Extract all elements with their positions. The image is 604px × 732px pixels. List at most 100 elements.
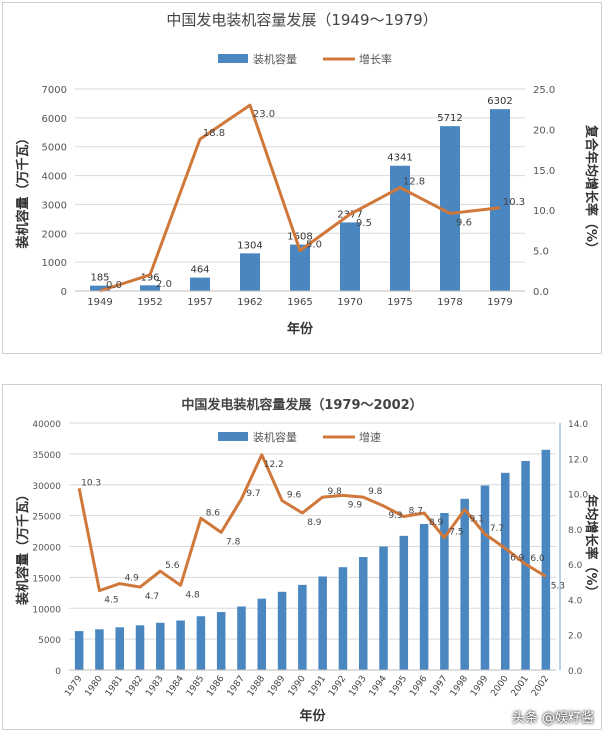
line-value-label: 8.9 bbox=[307, 518, 322, 528]
bar bbox=[390, 165, 410, 291]
x-tick-label: 1975 bbox=[387, 297, 412, 308]
y2-axis-title: 复合年均增长率（%） bbox=[583, 124, 599, 255]
bar bbox=[176, 620, 185, 670]
watermark: 头条 @娱籽酱 bbox=[511, 711, 594, 726]
bar-value-label: 185 bbox=[90, 273, 109, 284]
bar bbox=[490, 109, 510, 291]
legend-bar-swatch bbox=[218, 54, 248, 63]
x-tick-label: 1978 bbox=[437, 297, 462, 308]
growth-line bbox=[77, 453, 547, 593]
legend-bar-label: 装机容量 bbox=[253, 430, 297, 444]
bar bbox=[358, 557, 368, 670]
bar-value-label: 1304 bbox=[237, 240, 262, 251]
line-value-label: 9.3 bbox=[388, 511, 402, 521]
x-axis-title: 年份 bbox=[287, 321, 314, 337]
x-tick-label: 1988 bbox=[246, 674, 267, 699]
line-value-label: 5.3 bbox=[551, 581, 565, 591]
bar bbox=[340, 222, 360, 291]
line-value-label: 9.7 bbox=[246, 489, 260, 499]
bar bbox=[379, 546, 388, 670]
line-value-label: 4.9 bbox=[125, 574, 140, 584]
line-value-label: 9.1 bbox=[470, 514, 484, 524]
x-tick-label: 1952 bbox=[137, 297, 162, 308]
y-tick-label: 6000 bbox=[42, 114, 67, 125]
bar-value-label: 5712 bbox=[437, 113, 462, 124]
line-value-label: 23.0 bbox=[253, 109, 275, 120]
x-tick-label: 1991 bbox=[307, 674, 328, 698]
bar bbox=[318, 576, 327, 670]
bar bbox=[196, 616, 206, 670]
bar bbox=[135, 625, 145, 670]
x-tick-label: 1982 bbox=[124, 674, 145, 698]
y-tick-label: 4000 bbox=[42, 172, 67, 183]
y-axis-title: 装机容量（万千瓦） bbox=[15, 488, 31, 606]
x-tick-label: 2002 bbox=[530, 674, 551, 698]
x-tick-label: 1979 bbox=[63, 674, 84, 699]
y2-tick-label: 10.0 bbox=[568, 491, 588, 501]
bar bbox=[237, 606, 246, 670]
bar bbox=[501, 472, 510, 670]
line-value-label: 4.5 bbox=[104, 596, 118, 606]
bar bbox=[140, 285, 160, 291]
x-tick-label: 1987 bbox=[226, 674, 247, 698]
line-value-label: 18.8 bbox=[203, 128, 225, 139]
line-value-label: 2.0 bbox=[156, 279, 172, 290]
x-tick-label: 1979 bbox=[487, 297, 512, 308]
x-tick-label: 1993 bbox=[347, 674, 368, 698]
bar bbox=[399, 535, 409, 670]
line-value-label: 5.0 bbox=[306, 240, 322, 251]
y2-tick-label: 2.0 bbox=[568, 632, 583, 642]
bar bbox=[298, 584, 307, 670]
bar bbox=[440, 513, 449, 670]
y-tick-label: 5000 bbox=[38, 636, 61, 646]
x-axis-title: 年份 bbox=[299, 708, 326, 724]
bar bbox=[216, 612, 226, 670]
y-tick-label: 20000 bbox=[32, 544, 61, 554]
y2-tick-label: 5.0 bbox=[533, 247, 549, 258]
bar bbox=[290, 244, 310, 291]
y-axis-title: 装机容量（万千瓦） bbox=[15, 131, 31, 249]
x-tick-label: 1999 bbox=[469, 674, 490, 699]
chart-title: 中国发电装机容量发展（1979～2002） bbox=[181, 397, 422, 413]
y-tick-label: 0 bbox=[61, 287, 67, 298]
bar bbox=[277, 591, 287, 670]
bar-value-label: 1608 bbox=[287, 232, 312, 243]
line-value-label: 9.6 bbox=[456, 217, 472, 228]
y2-tick-label: 12.0 bbox=[568, 455, 588, 465]
bar-value-label: 196 bbox=[140, 272, 159, 283]
x-tick-label: 1997 bbox=[429, 674, 450, 698]
x-tick-label: 1994 bbox=[368, 674, 389, 699]
line-value-label: 9.9 bbox=[348, 500, 363, 510]
x-tick-label: 1965 bbox=[287, 297, 312, 308]
y-tick-label: 35000 bbox=[32, 451, 61, 461]
y2-tick-label: 0.0 bbox=[568, 667, 583, 677]
legend-bar-swatch bbox=[218, 432, 248, 441]
line-value-label: 6.0 bbox=[530, 554, 545, 564]
growth-line bbox=[99, 103, 501, 293]
x-tick-label: 1992 bbox=[327, 674, 348, 698]
line-value-label: 12.2 bbox=[264, 460, 284, 470]
x-tick-label: 1984 bbox=[165, 674, 186, 699]
chart-svg: 中国发电装机容量发展（1949～1979） 装机容量 增长率 0 1000 2000 300… bbox=[15, 11, 599, 337]
y2-tick-label: 15.0 bbox=[533, 166, 555, 177]
y-tick-label: 3000 bbox=[42, 200, 67, 211]
x-tick-label: 1985 bbox=[185, 674, 206, 698]
line-value-label: 6.9 bbox=[510, 553, 525, 563]
line-value-label: 8.6 bbox=[206, 508, 221, 518]
bar bbox=[74, 631, 84, 670]
line-value-label: 8.9 bbox=[429, 518, 444, 528]
line-value-label: 0.0 bbox=[106, 280, 122, 291]
line-value-label: 9.8 bbox=[368, 487, 383, 497]
line-value-label: 4.8 bbox=[185, 590, 200, 600]
line-value-label: 9.8 bbox=[327, 487, 342, 497]
line-value-label: 8.7 bbox=[409, 507, 423, 517]
legend-bar-label: 装机容量 bbox=[253, 52, 297, 66]
line-value-label: 10.3 bbox=[503, 197, 525, 208]
chart-title: 中国发电装机容量发展（1949～1979） bbox=[166, 11, 437, 29]
chart-panel-1979-2002: 中国发电装机容量发展（1979～2002） 装机容量 增速 0 5000 10000 150… bbox=[2, 384, 602, 730]
line-value-label: 5.6 bbox=[165, 561, 180, 571]
y-tick-label: 2000 bbox=[42, 229, 67, 240]
y2-tick-label: 4.0 bbox=[568, 596, 583, 606]
bar bbox=[460, 498, 469, 670]
chart-svg: 中国发电装机容量发展（1979～2002） 装机容量 增速 0 5000 10000 150… bbox=[15, 397, 599, 724]
